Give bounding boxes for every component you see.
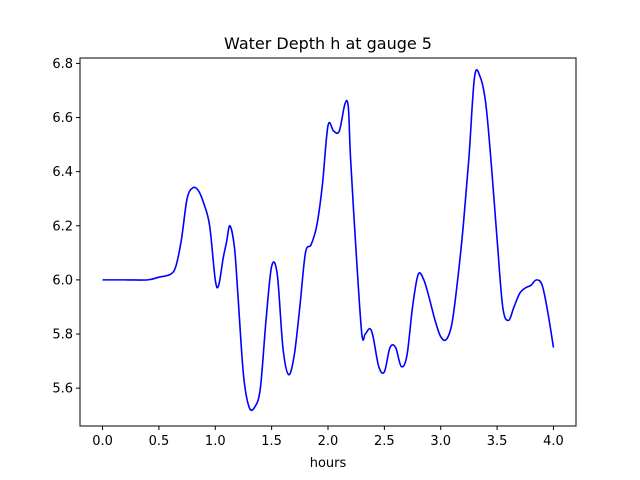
x-tick-label: 3.5	[487, 434, 508, 449]
x-tick-label: 0.0	[92, 434, 113, 449]
x-axis-label: hours	[310, 456, 347, 471]
x-tick-label: 0.5	[149, 434, 170, 449]
x-tick-label: 2.5	[374, 434, 395, 449]
x-axis: 0.0 0.5 1.0 1.5 2.0 2.5 3.0 3.5 4.0	[92, 426, 564, 449]
series-line	[102, 69, 555, 412]
x-tick-label: 2.0	[318, 434, 339, 449]
y-tick-label: 6.2	[52, 219, 73, 234]
y-tick-label: 5.6	[52, 382, 73, 397]
y-tick-label: 5.8	[52, 328, 73, 343]
x-tick-label: 1.5	[261, 434, 282, 449]
chart-title: Water Depth h at gauge 5	[224, 34, 432, 53]
x-tick-label: 1.0	[205, 434, 226, 449]
y-axis: 5.6 5.8 6.0 6.2 6.4 6.6 6.8	[52, 57, 80, 397]
plot-area	[102, 69, 555, 412]
x-tick-label: 3.0	[430, 434, 451, 449]
y-tick-label: 6.6	[52, 111, 73, 126]
x-tick-label: 4.0	[543, 434, 564, 449]
y-tick-label: 6.0	[52, 273, 73, 288]
y-tick-label: 6.4	[52, 165, 73, 180]
y-tick-label: 6.8	[52, 57, 73, 72]
